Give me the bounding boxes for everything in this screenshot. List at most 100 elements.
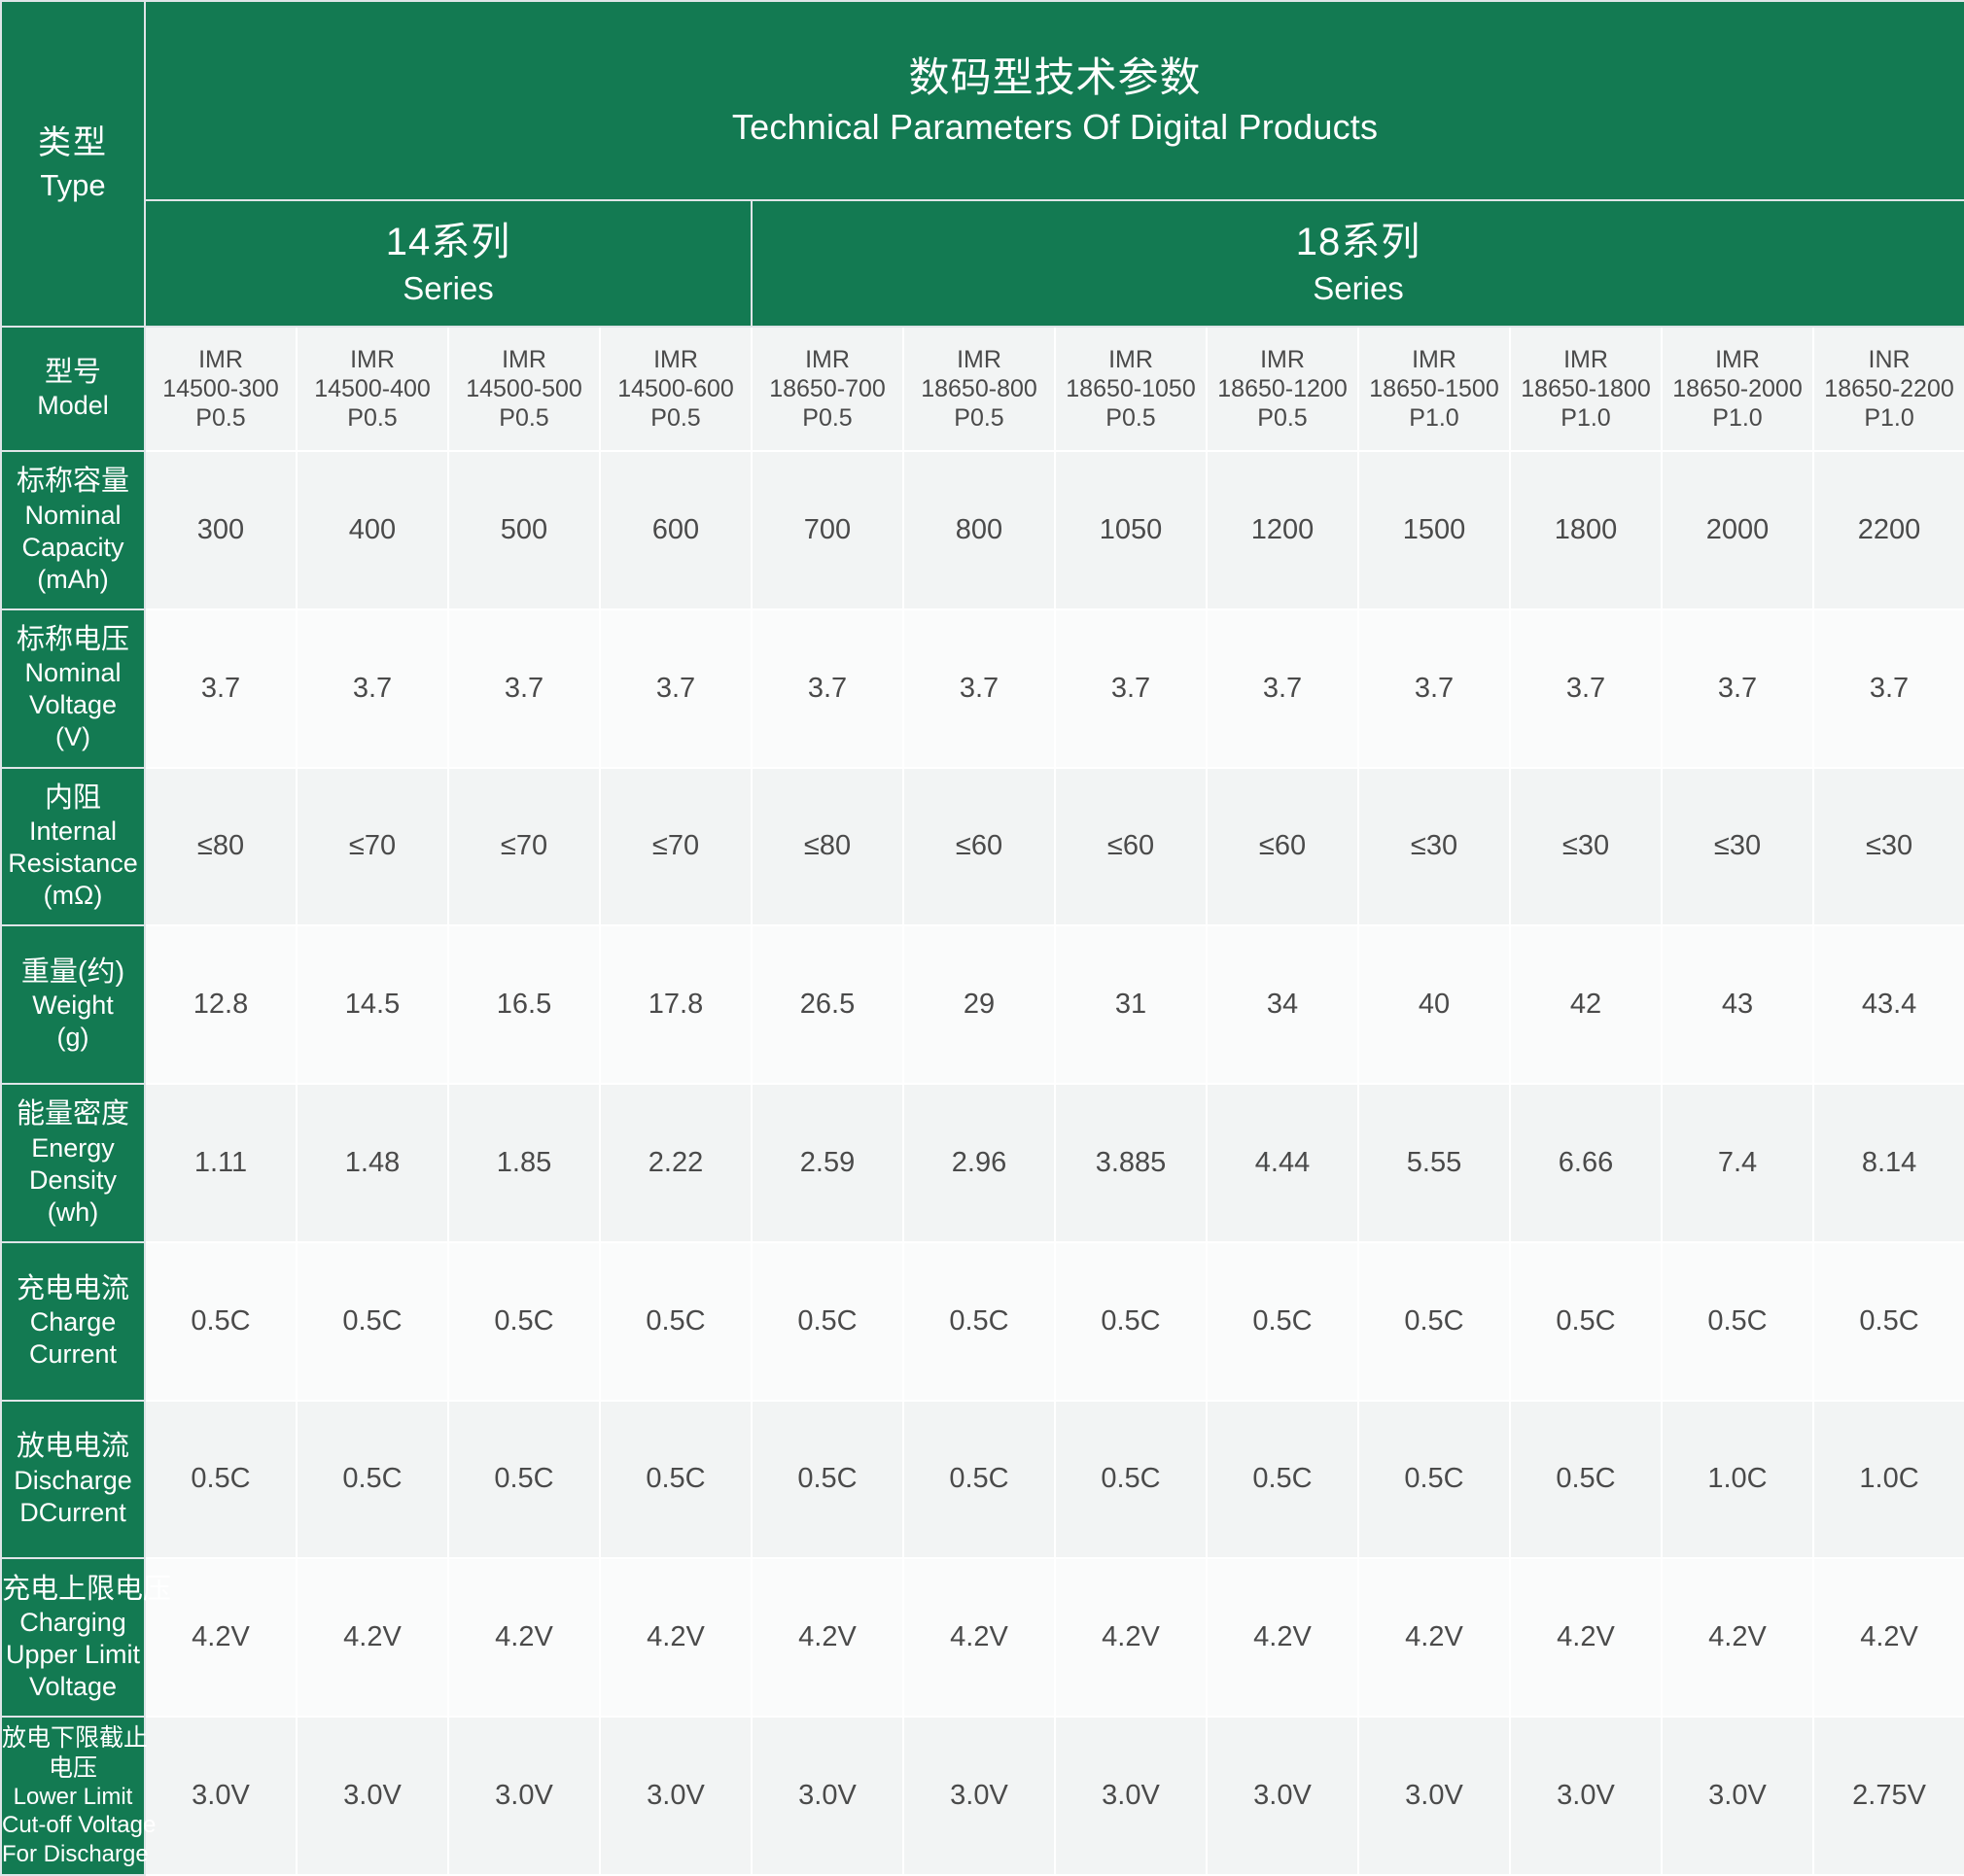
data-cell: 7.4 xyxy=(1661,1083,1814,1243)
row-header-line: Voltage xyxy=(28,1671,118,1701)
row-header-line: Voltage xyxy=(28,690,118,720)
model-code: 18650-1200 xyxy=(1217,375,1348,402)
data-cell: 43.4 xyxy=(1811,924,1964,1086)
data-cell: 16.5 xyxy=(447,924,601,1086)
row-header-6: 放电电流 Discharge DCurrent xyxy=(0,1399,146,1560)
data-cell: 2.96 xyxy=(902,1083,1056,1243)
row-header-line: 放电下限截止 xyxy=(2,1724,149,1753)
model-chemistry: IMR xyxy=(1715,346,1760,373)
data-cell: 4.2V xyxy=(1661,1557,1814,1719)
data-cell: 2200 xyxy=(1811,450,1964,610)
data-cell: 4.2V xyxy=(1811,1557,1964,1719)
data-cell: 42 xyxy=(1509,924,1663,1086)
row-header-line: Weight xyxy=(32,990,114,1021)
data-cell: 3.0V xyxy=(902,1716,1056,1876)
model-cell: IMR 18650-2000 P1.0 xyxy=(1661,326,1814,452)
data-cell: 31 xyxy=(1054,924,1208,1086)
table-row: 内阻 Internal Resistance (mΩ) ≤80 ≤70 ≤70 ≤70 ≤80 ≤… xyxy=(0,766,1964,927)
row-header-line: 充电上限电压 xyxy=(2,1573,172,1605)
data-cell: 3.0V xyxy=(1509,1716,1663,1876)
model-cell: IMR 14500-300 P0.5 xyxy=(144,326,298,452)
model-power: P0.5 xyxy=(954,404,1004,432)
data-cell: 3.0V xyxy=(144,1716,298,1876)
data-cell: 3.0V xyxy=(1054,1716,1208,1876)
data-cell: 2.22 xyxy=(599,1083,753,1243)
data-cell: 1.11 xyxy=(144,1083,298,1243)
data-cell: ≤70 xyxy=(296,766,449,927)
row-header-line: (g) xyxy=(56,1023,89,1053)
row-header-line: Cut-off Voltage xyxy=(2,1812,157,1839)
data-cell: 600 xyxy=(599,450,753,610)
header-row-series: 14系列 Series 18系列 Series xyxy=(1,199,1964,328)
model-code: 18650-700 xyxy=(769,375,886,402)
data-cell: 4.2V xyxy=(1509,1557,1663,1719)
data-cell: 0.5C xyxy=(144,1240,298,1402)
table-row: 能量密度 Energy Density (wh) 1.11 1.48 1.85 2.22 2.5… xyxy=(0,1083,1964,1243)
model-code: 18650-1800 xyxy=(1521,375,1651,402)
data-cell: ≤60 xyxy=(1054,766,1208,927)
model-cell: INR 18650-2200 P1.0 xyxy=(1811,326,1964,452)
model-power: P0.5 xyxy=(195,404,246,432)
row-header-line: 内阻 xyxy=(44,782,101,814)
series-group-1: 18系列 Series xyxy=(750,199,1964,328)
row-header-line: Internal xyxy=(28,816,118,847)
series-group-label-en: Series xyxy=(1313,270,1404,307)
model-power: P0.5 xyxy=(1105,404,1156,432)
data-cell: 0.5C xyxy=(296,1240,449,1402)
data-cell: 1500 xyxy=(1357,450,1511,610)
model-power: P1.0 xyxy=(1561,404,1611,432)
model-chemistry: IMR xyxy=(350,346,395,373)
model-chemistry: IMR xyxy=(653,346,698,373)
data-cell: 3.0V xyxy=(296,1716,449,1876)
row-header-3: 重量(约) Weight (g) xyxy=(0,924,146,1086)
model-code: 18650-2200 xyxy=(1824,375,1954,402)
data-cell: 0.5C xyxy=(1054,1399,1208,1560)
data-cell: 1.48 xyxy=(296,1083,449,1243)
data-cell: ≤30 xyxy=(1509,766,1663,927)
model-code: 14500-400 xyxy=(314,375,431,402)
data-cell: 6.66 xyxy=(1509,1083,1663,1243)
model-chemistry: IMR xyxy=(1563,346,1608,373)
model-power: P0.5 xyxy=(347,404,398,432)
data-cell: 17.8 xyxy=(599,924,753,1086)
row-header-line: (mAh) xyxy=(37,564,109,594)
data-cell: 3.885 xyxy=(1054,1083,1208,1243)
model-chemistry: INR xyxy=(1868,346,1911,373)
data-cell: 3.0V xyxy=(1357,1716,1511,1876)
table-row: 放电下限截止 电压 Lower Limit Cut-off Voltage For Di… xyxy=(0,1716,1964,1876)
data-cell: 1050 xyxy=(1054,450,1208,610)
data-cell: 0.5C xyxy=(447,1240,601,1402)
model-chemistry: IMR xyxy=(805,346,850,373)
model-cell: IMR 18650-1050 P0.5 xyxy=(1054,326,1208,452)
data-cell: 3.7 xyxy=(1357,608,1511,769)
model-cell: IMR 18650-1800 P1.0 xyxy=(1509,326,1663,452)
data-cell: 0.5C xyxy=(751,1240,904,1402)
model-code: 18650-1500 xyxy=(1369,375,1499,402)
row-header-line: Nominal xyxy=(24,500,122,530)
row-header-line: 电压 xyxy=(48,1754,97,1782)
model-power: P1.0 xyxy=(1712,404,1763,432)
model-row-label: 型号 Model xyxy=(0,326,146,452)
data-cell: 12.8 xyxy=(144,924,298,1086)
data-cell: 3.7 xyxy=(1811,608,1964,769)
data-cell: 3.7 xyxy=(1661,608,1814,769)
type-header-cell: 类型 Type xyxy=(0,0,146,328)
model-code: 18650-800 xyxy=(921,375,1037,402)
data-cell: 2000 xyxy=(1661,450,1814,610)
data-cell: ≤30 xyxy=(1661,766,1814,927)
type-label-cn: 类型 xyxy=(38,124,108,162)
row-header-line: Discharge xyxy=(14,1465,132,1495)
row-header-line: Charge xyxy=(29,1306,117,1337)
row-header-line: Current xyxy=(28,1338,118,1369)
data-cell: 400 xyxy=(296,450,449,610)
row-header-line: Charging xyxy=(19,1608,126,1638)
data-cell: 0.5C xyxy=(296,1399,449,1560)
data-cell: 3.7 xyxy=(296,608,449,769)
model-code: 14500-500 xyxy=(466,375,582,402)
data-cell: 1.0C xyxy=(1661,1399,1814,1560)
data-cell: 29 xyxy=(902,924,1056,1086)
model-cell: IMR 18650-700 P0.5 xyxy=(751,326,904,452)
data-cell: ≤70 xyxy=(447,766,601,927)
model-power: P0.5 xyxy=(499,404,549,432)
